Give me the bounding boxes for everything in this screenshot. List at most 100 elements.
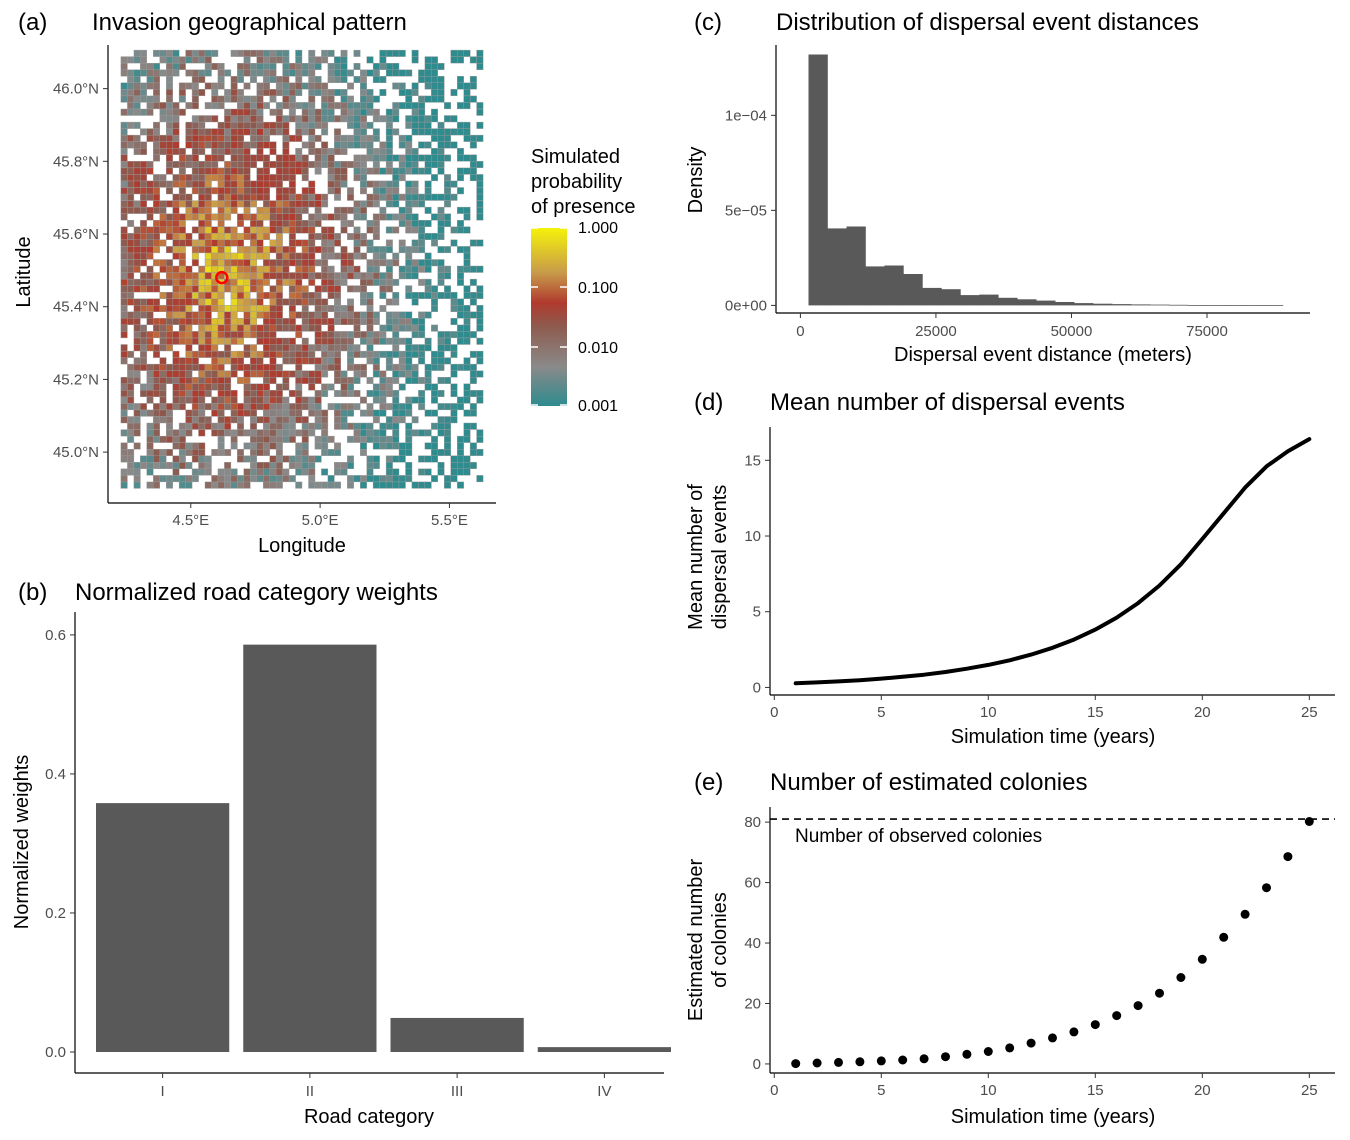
map-cell (230, 435, 238, 443)
map-cell (379, 305, 387, 312)
map-cell (398, 89, 406, 97)
map-cell (224, 121, 232, 129)
map-cell (308, 180, 316, 188)
colony-point (919, 1054, 929, 1064)
map-cell (327, 76, 335, 84)
map-cell (191, 200, 199, 208)
map-cell (133, 108, 141, 116)
map-cell (224, 141, 232, 149)
map-cell (340, 213, 348, 221)
map-cell (217, 154, 225, 162)
map-cell (334, 481, 341, 489)
map-cell (140, 128, 148, 136)
map-cell (360, 115, 367, 123)
map-cell (237, 350, 245, 358)
map-cell (321, 331, 329, 339)
map-cell (204, 219, 212, 227)
map-cell (153, 390, 161, 397)
map-cell (127, 455, 135, 463)
histogram-bar (827, 228, 847, 306)
map-cell (133, 475, 141, 483)
map-cell (250, 442, 258, 450)
map-cell (347, 357, 354, 365)
map-cell (185, 193, 193, 201)
map-cell (217, 318, 225, 325)
map-cell (263, 213, 270, 221)
map-cell (437, 265, 445, 273)
panel-d: (d) Mean number of dispersal events 0 5 10… (685, 389, 1335, 748)
map-cell (275, 350, 283, 358)
map-cell (314, 200, 322, 208)
map-cell (424, 285, 432, 293)
map-cell (243, 272, 251, 280)
legend-ticks (531, 227, 567, 406)
map-cell (385, 311, 393, 319)
map-cell (120, 481, 128, 489)
map-cell (360, 331, 367, 339)
map-cell (185, 174, 193, 182)
map-cell (295, 278, 303, 286)
map-cell (256, 102, 264, 110)
map-cell (178, 331, 186, 339)
map-cell (431, 285, 438, 293)
map-cell (463, 318, 471, 325)
map-cell (366, 193, 374, 201)
map-cell (340, 141, 348, 149)
map-cell (431, 259, 438, 267)
map-cell (385, 337, 393, 345)
map-cell (450, 363, 458, 371)
map-cell (178, 233, 186, 241)
map-cell (450, 226, 458, 234)
panel-a-y-tick-label: 45.8°N (53, 153, 99, 170)
map-cell (437, 390, 445, 397)
map-cell (172, 49, 180, 57)
map-cell (372, 233, 380, 241)
map-cell (321, 311, 329, 319)
panel-e-y-tick-label: 60 (744, 875, 761, 892)
map-cell (418, 115, 426, 123)
map-cell (327, 292, 335, 299)
map-cell (165, 265, 173, 273)
map-cell (366, 305, 374, 312)
map-cell (301, 265, 309, 273)
map-cell (282, 396, 290, 404)
map-cell (463, 213, 471, 221)
map-cell (385, 193, 393, 201)
map-cell (301, 377, 309, 384)
map-cell (392, 115, 400, 123)
map-cell (146, 252, 154, 260)
map-cell (133, 377, 141, 384)
panel-d-ylabel-line-1: Mean number of (685, 484, 707, 630)
map-cell (372, 278, 380, 286)
map-cell (230, 82, 238, 90)
colony-point (791, 1059, 801, 1069)
map-cell (243, 429, 251, 437)
map-cell (444, 102, 451, 110)
map-cell (217, 429, 225, 437)
map-cell (431, 95, 438, 103)
map-cell (385, 442, 393, 450)
map-cell (431, 239, 438, 247)
map-cell (424, 377, 432, 384)
bar-III (390, 1017, 524, 1052)
map-cell (133, 416, 141, 424)
map-cell (204, 383, 212, 391)
map-cell (120, 141, 128, 149)
map-cell (224, 233, 232, 241)
colony-point (898, 1055, 908, 1065)
map-cell (185, 370, 193, 378)
map-cell (224, 285, 232, 293)
map-cell (172, 63, 180, 70)
panel-b-xlabel: Road category (304, 1106, 434, 1128)
map-cell (288, 324, 296, 332)
map-cell (198, 442, 206, 450)
map-cell (185, 331, 193, 339)
map-cell (295, 468, 303, 476)
map-cell (301, 174, 309, 182)
map-cell (263, 390, 270, 397)
map-cell (230, 468, 238, 476)
map-cell (237, 409, 245, 417)
map-cell (347, 475, 354, 483)
map-cell (178, 396, 186, 404)
map-cell (282, 161, 290, 169)
